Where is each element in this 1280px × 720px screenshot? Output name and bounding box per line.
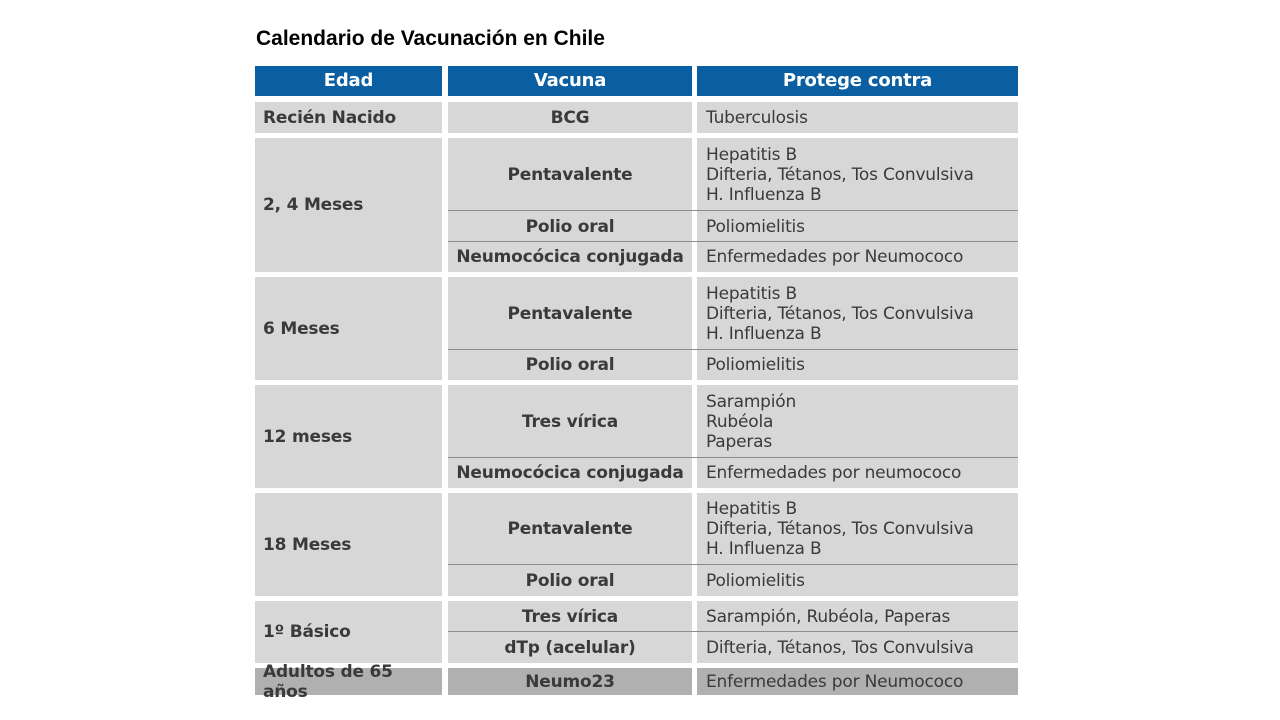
protects-lines: Tuberculosis <box>706 108 808 128</box>
disease-label: H. Influenza B <box>706 539 822 559</box>
row-divider <box>448 210 1018 211</box>
disease-label: Difteria, Tétanos, Tos Convulsiva <box>706 637 974 658</box>
protects-lines: Difteria, Tétanos, Tos Convulsiva <box>706 638 974 658</box>
vaccine-cell: Neumocócica conjugada <box>448 242 692 272</box>
protects-lines: Hepatitis B Difteria, Tétanos, Tos Convul… <box>706 145 974 205</box>
disease-label: Difteria, Tétanos, Tos Convulsiva <box>706 164 974 185</box>
disease-label: Enfermedades por Neumococo <box>706 671 964 692</box>
vaccine-cell: Neumocócica conjugada <box>448 458 692 488</box>
vaccine-cell: Pentavalente <box>448 277 692 350</box>
vaccine-cell: Polio oral <box>448 211 692 242</box>
protects-lines: Poliomielitis <box>706 355 805 375</box>
protects-lines: Sarampión Rubéola Paperas <box>706 392 796 452</box>
header-vacuna: Vacuna <box>448 66 692 96</box>
protects-lines: Enfermedades por neumococo <box>706 463 961 483</box>
disease-label: Hepatitis B <box>706 144 797 165</box>
age-cell: Recién Nacido <box>255 102 442 133</box>
protects-lines: Sarampión, Rubéola, Paperas <box>706 607 950 627</box>
disease-label: Poliomielitis <box>706 216 805 237</box>
protects-cell: Enfermedades por neumococo <box>697 458 1018 488</box>
vaccination-table: Edad Vacuna Protege contra Recién Nacido BCG… <box>255 66 1018 702</box>
vaccine-cell: Polio oral <box>448 350 692 380</box>
protects-lines: Enfermedades por Neumococo <box>706 247 963 267</box>
vaccine-cell: Polio oral <box>448 565 692 596</box>
vaccine-cell: dTp (acelular) <box>448 632 692 663</box>
disease-label: Enfermedades por Neumococo <box>706 247 964 267</box>
protects-lines: Hepatitis B Difteria, Tétanos, Tos Convul… <box>706 284 974 344</box>
protects-cell: Hepatitis B Difteria, Tétanos, Tos Convul… <box>697 277 1018 350</box>
header-protege-contra: Protege contra <box>697 66 1018 96</box>
disease-label: Hepatitis B <box>706 499 797 519</box>
header-edad: Edad <box>255 66 442 96</box>
row-divider <box>448 457 1018 458</box>
protects-cell: Hepatitis B Difteria, Tétanos, Tos Convul… <box>697 138 1018 211</box>
vaccine-cell: Neumo23 <box>448 668 692 695</box>
disease-label: Tuberculosis <box>706 107 808 128</box>
age-cell: 18 Meses <box>255 493 442 596</box>
age-cell: 2, 4 Meses <box>255 138 442 272</box>
protects-lines: Poliomielitis <box>706 217 805 237</box>
protects-cell: Hepatitis B Difteria, Tétanos, Tos Convul… <box>697 493 1018 565</box>
row-divider <box>448 631 1018 632</box>
protects-cell: Difteria, Tétanos, Tos Convulsiva <box>697 632 1018 663</box>
protects-cell: Enfermedades por Neumococo <box>697 242 1018 272</box>
slide-title: Calendario de Vacunación en Chile <box>256 27 605 50</box>
disease-label: Poliomielitis <box>706 570 805 591</box>
protects-lines: Poliomielitis <box>706 571 805 591</box>
age-cell: Adultos de 65 años <box>255 662 442 702</box>
protects-cell: Poliomielitis <box>697 211 1018 242</box>
disease-label: Difteria, Tétanos, Tos Convulsiva <box>706 303 974 324</box>
row-divider <box>448 349 1018 350</box>
disease-label: Rubéola <box>706 411 774 432</box>
protects-cell: Enfermedades por Neumococo <box>697 668 1018 695</box>
disease-label: H. Influenza B <box>706 323 822 344</box>
protects-cell: Poliomielitis <box>697 350 1018 380</box>
vaccine-cell: Pentavalente <box>448 138 692 211</box>
row-divider <box>448 564 1018 565</box>
disease-label: Sarampión <box>706 391 797 412</box>
vaccine-cell: Tres vírica <box>448 601 692 632</box>
age-cell: 6 Meses <box>255 277 442 380</box>
disease-label: Paperas <box>706 431 773 452</box>
disease-label: Hepatitis B <box>706 283 797 304</box>
disease-label: H. Influenza B <box>706 184 822 205</box>
age-cell: 12 meses <box>255 385 442 488</box>
vaccine-cell: Pentavalente <box>448 493 692 565</box>
disease-label: Difteria, Tétanos, Tos Convulsiva <box>706 519 974 539</box>
vaccine-cell: Tres vírica <box>448 385 692 458</box>
disease-label: Poliomielitis <box>706 355 805 375</box>
protects-cell: Sarampión, Rubéola, Paperas <box>697 601 1018 632</box>
age-cell: 1º Básico <box>255 601 442 663</box>
protects-cell: Sarampión Rubéola Paperas <box>697 385 1018 458</box>
protects-cell: Tuberculosis <box>697 102 1018 133</box>
protects-lines: Hepatitis B Difteria, Tétanos, Tos Convul… <box>706 499 974 559</box>
disease-label: Enfermedades por neumococo <box>706 463 962 483</box>
disease-label: Sarampión, Rubéola, Paperas <box>706 606 951 627</box>
protects-lines: Enfermedades por Neumococo <box>706 672 963 692</box>
protects-cell: Poliomielitis <box>697 565 1018 596</box>
vaccine-cell: BCG <box>448 102 692 133</box>
row-divider <box>448 241 1018 242</box>
